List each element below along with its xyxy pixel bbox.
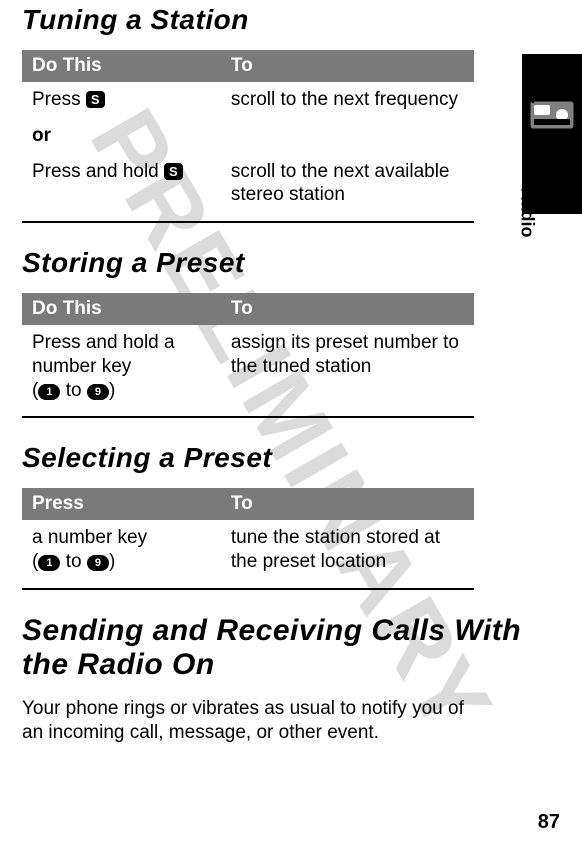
cell: a number key (1 to 9) xyxy=(22,520,221,580)
text: to xyxy=(60,380,86,401)
or-text: or xyxy=(22,118,474,154)
text: ) xyxy=(109,551,115,572)
body-text: Your phone rings or vibrates as usual to… xyxy=(22,697,482,746)
th-to: To xyxy=(221,293,474,325)
text: Press xyxy=(32,89,86,110)
text: a number key xyxy=(32,527,147,548)
scroll-key-icon: S xyxy=(86,91,105,108)
scroll-key-icon: S xyxy=(164,163,183,180)
th-to: To xyxy=(221,488,474,520)
cell: Press and hold S xyxy=(22,154,221,214)
cell: tune the station stored at the preset lo… xyxy=(221,520,474,580)
table-tuning: Do This To Press S scroll to the next fr… xyxy=(22,50,474,213)
text: Press and hold xyxy=(32,161,164,182)
divider xyxy=(22,221,474,223)
divider xyxy=(22,588,474,590)
table-storing: Do This To Press and hold a number key (… xyxy=(22,293,474,408)
th-to: To xyxy=(221,50,474,82)
heading-tuning: Tuning a Station xyxy=(22,4,560,36)
text: Press and hold a number key xyxy=(32,332,175,377)
cell: Press and hold a number key (1 to 9) xyxy=(22,325,221,408)
th-press: Press xyxy=(22,488,221,520)
page-content: Tuning a Station Do This To Press S scro… xyxy=(0,4,582,746)
heading-sending: Sending and Receiving Calls With the Rad… xyxy=(22,614,560,683)
key-1-icon: 1 xyxy=(38,384,60,400)
th-do-this: Do This xyxy=(22,50,221,82)
cell: scroll to the next available stereo stat… xyxy=(221,154,474,214)
page-number: 87 xyxy=(538,811,560,834)
divider xyxy=(22,416,474,418)
key-9-icon: 9 xyxy=(87,555,109,571)
table-selecting: Press To a number key (1 to 9) tune the … xyxy=(22,488,474,580)
text: to xyxy=(60,551,86,572)
heading-storing: Storing a Preset xyxy=(22,247,560,279)
th-do-this: Do This xyxy=(22,293,221,325)
key-1-icon: 1 xyxy=(38,555,60,571)
cell: scroll to the next frequency xyxy=(221,82,474,118)
cell: Press S xyxy=(22,82,221,118)
cell: assign its preset number to the tuned st… xyxy=(221,325,474,408)
text: ) xyxy=(109,380,115,401)
heading-selecting: Selecting a Preset xyxy=(22,442,560,474)
key-9-icon: 9 xyxy=(87,384,109,400)
